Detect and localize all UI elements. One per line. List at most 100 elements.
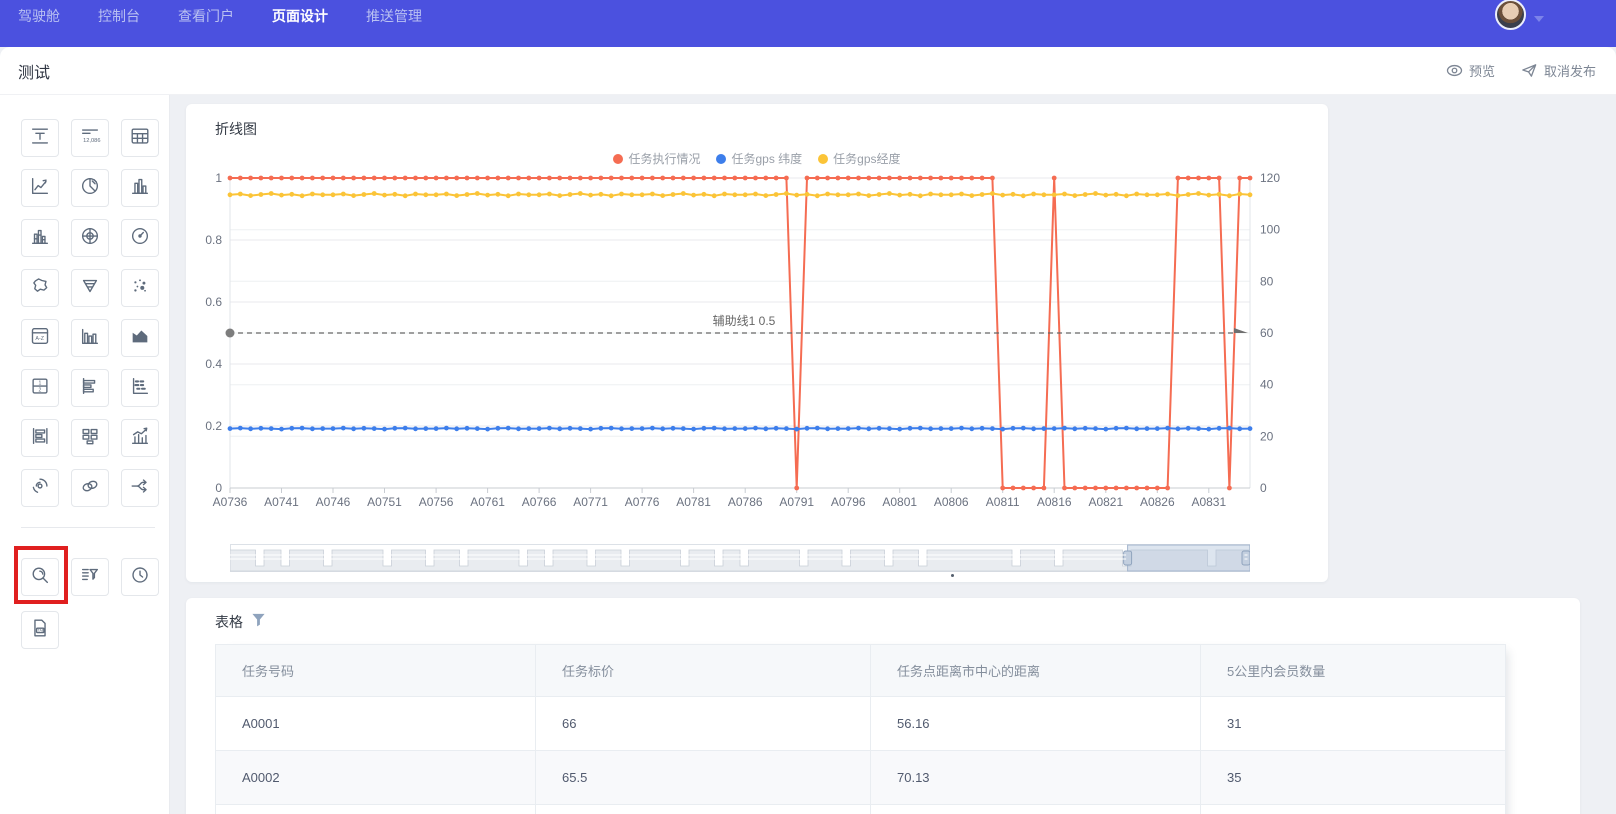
- page-sheet: 测试 预览 取消发布 12,086 A-Z 1 2 T: [0, 47, 1616, 814]
- az-icon: A-Z: [29, 325, 51, 352]
- sidebar-item-tab[interactable]: TAB: [21, 611, 59, 649]
- sidebar-item-map[interactable]: [21, 269, 59, 307]
- legend-item-0[interactable]: 任务执行情况: [613, 150, 700, 167]
- column-header: 5公里内会员数量: [1200, 644, 1506, 697]
- sidebar-item-area[interactable]: [121, 319, 159, 357]
- nav-tab-2[interactable]: 查看门户: [178, 8, 234, 24]
- sidebar-item-clock[interactable]: [121, 558, 159, 596]
- svg-text:0.8: 0.8: [205, 233, 222, 247]
- svg-text:0.6: 0.6: [205, 295, 222, 309]
- sidebar-item-az[interactable]: A-Z: [21, 319, 59, 357]
- table-widget[interactable]: 表格 任务号码 任务标价 任务点距离市中心的距离 5公里内会员数量 A0001 66 56.…: [186, 598, 1580, 814]
- line-chart-plot: 0 0.2 0.4 0.6 0.8 1 0 20 40 60 80 100 120 A0736 A0741 A…: [186, 168, 1328, 518]
- svg-text:0.2: 0.2: [205, 419, 222, 433]
- svg-text:100: 100: [1260, 223, 1280, 237]
- sidebar-item-combo[interactable]: [121, 419, 159, 457]
- table-cell: A0002: [215, 750, 536, 805]
- nav-tab-0[interactable]: 驾驶舱: [18, 8, 60, 24]
- sidebar-item-gauge[interactable]: [121, 219, 159, 257]
- table-cell: 65.5: [535, 750, 871, 805]
- sidebar-item-table[interactable]: [121, 119, 159, 157]
- top-navbar: 驾驶舱 控制台 查看门户 页面设计 推送管理: [0, 0, 1616, 47]
- sidebar-item-zoom[interactable]: [21, 558, 59, 596]
- pie-icon: [79, 175, 101, 202]
- svg-text:120: 120: [1260, 171, 1280, 185]
- svg-text:A0791: A0791: [779, 495, 814, 509]
- sidebar-item-stackbar[interactable]: [21, 219, 59, 257]
- widget-sidebar: 12,086 A-Z 1 2 TAB: [0, 95, 170, 814]
- hdot-icon: [129, 375, 151, 402]
- sidebar-item-hdot[interactable]: [121, 369, 159, 407]
- table-row[interactable]: A0001 66 56.16 31: [215, 696, 1506, 751]
- sidebar-item-rings[interactable]: [71, 469, 109, 507]
- line-icon: [29, 175, 51, 202]
- table-cell: 35: [1200, 750, 1506, 805]
- filter-funnel-icon[interactable]: [251, 612, 266, 632]
- sidebar-item-scatter[interactable]: [121, 269, 159, 307]
- svg-text:A0746: A0746: [316, 495, 351, 509]
- column-header: 任务号码: [215, 644, 536, 697]
- chart-title: 折线图: [215, 121, 257, 137]
- legend-item-1[interactable]: 任务gps 纬度: [716, 150, 802, 167]
- svg-text:A0776: A0776: [625, 495, 660, 509]
- filter-icon: [79, 564, 101, 591]
- nav-tab-4[interactable]: 推送管理: [366, 8, 422, 24]
- svg-text:A0811: A0811: [986, 495, 1020, 509]
- datazoom-slider[interactable]: [229, 544, 1251, 572]
- cancel-publish-button[interactable]: 取消发布: [1521, 61, 1596, 80]
- sidebar-item-branch[interactable]: [121, 469, 159, 507]
- legend-label: 任务执行情况: [628, 152, 701, 166]
- sidebar-item-line[interactable]: [21, 169, 59, 207]
- sidebar-item-blocks[interactable]: [71, 419, 109, 457]
- line-chart-widget[interactable]: 折线图 任务执行情况 任务gps 纬度 任务gps经度 0 0.2 0.4 0.6 0.8 1…: [186, 104, 1328, 582]
- chevron-down-icon[interactable]: [1534, 15, 1544, 22]
- sidebar-item-filter[interactable]: [71, 558, 109, 596]
- sidebar-item-hbar[interactable]: [71, 369, 109, 407]
- svg-text:40: 40: [1260, 378, 1274, 392]
- svg-text:A0796: A0796: [831, 495, 866, 509]
- eye-icon: [1446, 62, 1463, 79]
- svg-text:A0816: A0816: [1037, 495, 1072, 509]
- user-avatar[interactable]: [1495, 0, 1526, 30]
- svg-text:A0806: A0806: [934, 495, 969, 509]
- funnel-icon: [79, 275, 101, 302]
- scatter-icon: [129, 275, 151, 302]
- table-row[interactable]: A0002 65.5 70.13 35: [215, 750, 1506, 805]
- bar-icon: [129, 175, 151, 202]
- sidebar-item-radar[interactable]: [71, 219, 109, 257]
- map-icon: [29, 275, 51, 302]
- sidebar-item-hbars[interactable]: [21, 419, 59, 457]
- user-menu[interactable]: [1495, 0, 1544, 30]
- nav-tab-3[interactable]: 页面设计: [272, 8, 328, 24]
- hbars-icon: [29, 425, 51, 452]
- legend-item-2[interactable]: 任务gps经度: [818, 150, 901, 167]
- tab-icon: TAB: [29, 617, 51, 644]
- clock-icon: [129, 564, 151, 591]
- sidebar-item-bar[interactable]: [121, 169, 159, 207]
- svg-text:A0751: A0751: [367, 495, 402, 509]
- hbar-icon: [79, 375, 101, 402]
- gauge-icon: [129, 225, 151, 252]
- sidebar-item-rose[interactable]: [21, 469, 59, 507]
- stackbar-icon: [29, 225, 51, 252]
- column-header: 任务标价: [535, 644, 871, 697]
- svg-text:A0826: A0826: [1140, 495, 1175, 509]
- table-cell: A0001: [215, 696, 536, 751]
- sidebar-item-funnel[interactable]: [71, 269, 109, 307]
- svg-text:0.4: 0.4: [205, 357, 222, 371]
- table-row-partial: [215, 804, 1506, 814]
- table-icon: [129, 125, 151, 152]
- sidebar-item-kpi[interactable]: 12,086: [71, 119, 109, 157]
- rings-icon: [79, 475, 101, 502]
- svg-text:0: 0: [215, 481, 222, 495]
- sidebar-item-histo[interactable]: [71, 319, 109, 357]
- radar-icon: [79, 225, 101, 252]
- sidebar-item-text[interactable]: [21, 119, 59, 157]
- table-cell: 66: [535, 696, 871, 751]
- svg-text:A0786: A0786: [728, 495, 763, 509]
- sidebar-item-pie[interactable]: [71, 169, 109, 207]
- nav-tab-1[interactable]: 控制台: [98, 8, 140, 24]
- data-table: 任务号码 任务标价 任务点距离市中心的距离 5公里内会员数量 A0001 66 56.16 3…: [215, 644, 1506, 814]
- preview-button[interactable]: 预览: [1446, 61, 1495, 80]
